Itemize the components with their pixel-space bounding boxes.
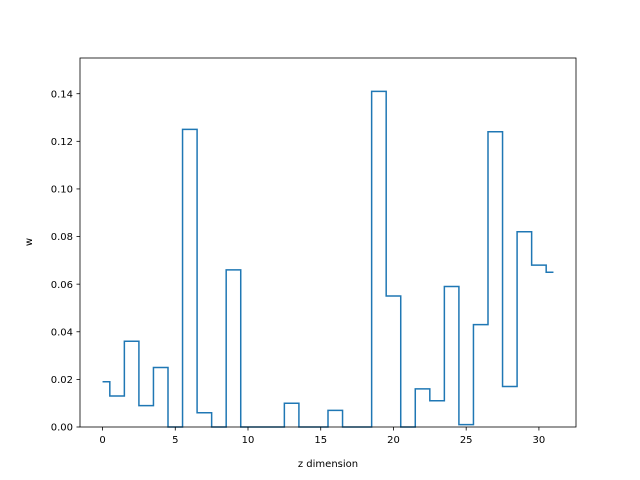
- y-axis: 0.00 0.02 0.04 0.06 0.08 0.10 0.12 0.14: [51, 89, 80, 434]
- x-axis: 0 5 10 15 20 25 30: [99, 427, 545, 446]
- x-tick-label: 15: [314, 435, 327, 446]
- y-tick-label: 0.02: [51, 375, 73, 386]
- x-tick-label: 10: [242, 435, 255, 446]
- y-tick-label: 0.08: [51, 232, 73, 243]
- y-tick-label: 0.12: [51, 137, 73, 148]
- plot-frame: [79, 57, 577, 428]
- y-tick-label: 0.10: [51, 185, 73, 196]
- x-tick-label: 0: [99, 435, 105, 446]
- x-tick-label: 25: [460, 435, 473, 446]
- x-tick-label: 5: [172, 435, 178, 446]
- x-tick-label: 30: [533, 435, 546, 446]
- y-tick-label: 0.04: [51, 327, 73, 338]
- x-axis-label: z dimension: [298, 459, 358, 470]
- x-tick-label: 20: [387, 435, 400, 446]
- plot-marks: [102, 90, 554, 428]
- y-tick-label: 0.06: [51, 280, 73, 291]
- y-tick-label: 0.14: [51, 89, 73, 100]
- y-tick-label: 0.00: [51, 423, 73, 434]
- y-axis-label: w: [24, 238, 35, 246]
- series-step-line: [102, 90, 554, 428]
